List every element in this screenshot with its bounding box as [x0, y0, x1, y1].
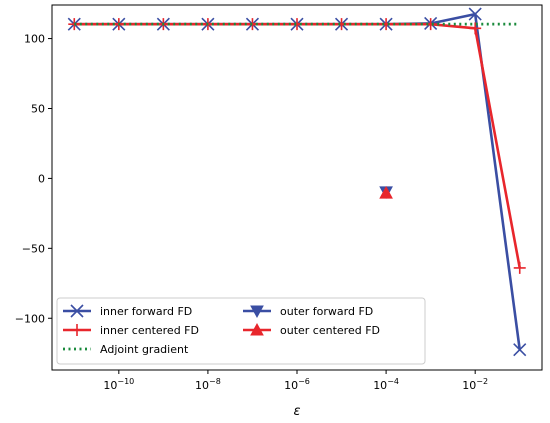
legend-label: outer forward FD: [280, 305, 373, 318]
data-point: [469, 22, 482, 35]
y-tick-label: 0: [38, 172, 45, 185]
legend-marker: [250, 305, 264, 319]
y-tick-label: 100: [24, 33, 45, 46]
series-outer-centered-fd: [379, 186, 393, 199]
legend-label: Adjoint gradient: [100, 343, 189, 356]
legend-marker: [70, 304, 84, 318]
y-tick-label: 50: [31, 102, 45, 115]
x-tick-label: 10−6: [284, 377, 310, 392]
legend-label: inner forward FD: [100, 305, 192, 318]
legend-entry-adjoint-gradient: Adjoint gradient: [63, 343, 189, 356]
legend-marker: [250, 322, 264, 336]
y-tick-label: −100: [15, 312, 45, 325]
x-tick-label: 10−10: [103, 377, 134, 392]
data-point: [513, 343, 527, 357]
data-point: [513, 261, 526, 274]
x-tick-label: 10−8: [195, 377, 221, 392]
legend-entry-outer-forward-fd: outer forward FD: [243, 305, 373, 319]
legend-entry-inner-forward-fd: inner forward FD: [63, 304, 192, 318]
legend: inner forward FD inner centered FD Adjoint…: [56, 297, 426, 365]
legend-entry-inner-centered-fd: inner centered FD: [63, 324, 199, 337]
legend-entry-outer-centered-fd: outer centered FD: [243, 322, 380, 337]
x-tick-label: 10−2: [462, 377, 488, 392]
legend-marker: [71, 324, 83, 336]
data-point: [380, 18, 393, 31]
data-point: [379, 186, 393, 199]
legend-box: [56, 297, 426, 365]
legend-label: inner centered FD: [100, 324, 199, 337]
y-tick-label: −50: [22, 242, 45, 255]
data-point: [468, 7, 482, 21]
x-axis-label: ε: [293, 404, 300, 419]
x-tick-label: 10−4: [373, 377, 399, 392]
legend-label: outer centered FD: [280, 324, 380, 337]
